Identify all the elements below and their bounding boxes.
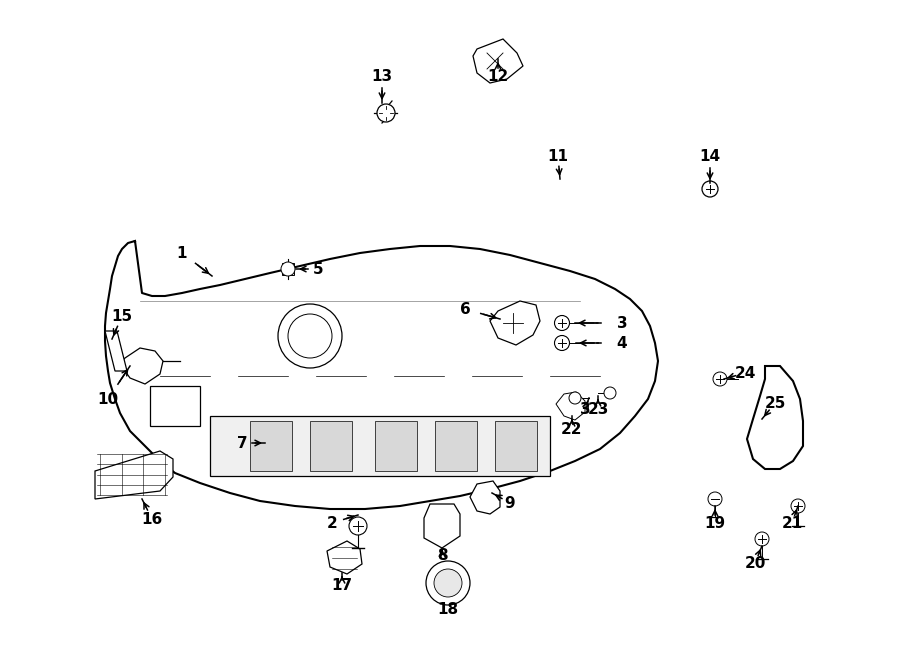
Text: 3: 3 — [616, 315, 627, 330]
Text: 9: 9 — [505, 496, 516, 510]
Circle shape — [377, 104, 395, 122]
Polygon shape — [105, 241, 658, 509]
Text: 24: 24 — [734, 366, 756, 381]
Polygon shape — [424, 504, 460, 548]
Polygon shape — [473, 39, 523, 83]
Text: 10: 10 — [97, 391, 119, 407]
Text: 5: 5 — [312, 262, 323, 276]
Circle shape — [281, 262, 295, 276]
Text: 22: 22 — [562, 422, 583, 436]
Circle shape — [434, 569, 462, 597]
Text: 3: 3 — [580, 401, 590, 416]
Text: 16: 16 — [141, 512, 163, 527]
Circle shape — [554, 336, 570, 350]
Polygon shape — [257, 432, 287, 461]
Polygon shape — [282, 263, 294, 275]
Circle shape — [349, 517, 367, 535]
Circle shape — [426, 561, 470, 605]
Circle shape — [791, 499, 805, 513]
Polygon shape — [95, 451, 173, 499]
Circle shape — [755, 532, 769, 546]
Polygon shape — [375, 421, 417, 471]
Text: 2: 2 — [327, 516, 338, 531]
Text: 20: 20 — [744, 555, 766, 570]
Polygon shape — [490, 301, 540, 345]
Polygon shape — [556, 392, 585, 420]
Text: 11: 11 — [547, 149, 569, 163]
Polygon shape — [210, 416, 550, 476]
Polygon shape — [495, 421, 537, 471]
Circle shape — [713, 372, 727, 386]
Text: 23: 23 — [588, 401, 608, 416]
Polygon shape — [747, 366, 803, 469]
Text: 21: 21 — [781, 516, 803, 531]
Circle shape — [569, 392, 581, 404]
Polygon shape — [470, 481, 500, 514]
Circle shape — [702, 181, 718, 197]
Text: 19: 19 — [705, 516, 725, 531]
Text: 14: 14 — [699, 149, 721, 163]
Text: 13: 13 — [372, 69, 392, 83]
Text: 6: 6 — [460, 301, 471, 317]
Circle shape — [278, 304, 342, 368]
Polygon shape — [435, 421, 477, 471]
Polygon shape — [250, 421, 292, 471]
Circle shape — [604, 387, 616, 399]
Polygon shape — [105, 331, 127, 371]
Circle shape — [288, 314, 332, 358]
Text: 15: 15 — [112, 309, 132, 323]
Text: 4: 4 — [616, 336, 627, 350]
Polygon shape — [310, 421, 352, 471]
Text: 1: 1 — [176, 245, 187, 260]
Text: 7: 7 — [237, 436, 248, 451]
Polygon shape — [327, 541, 362, 574]
Circle shape — [554, 315, 570, 330]
Text: 18: 18 — [437, 602, 459, 617]
Text: 8: 8 — [436, 549, 447, 563]
Polygon shape — [150, 386, 200, 426]
Polygon shape — [120, 348, 163, 384]
Circle shape — [708, 492, 722, 506]
Text: 12: 12 — [488, 69, 508, 83]
Text: 17: 17 — [331, 578, 353, 594]
Text: 25: 25 — [764, 395, 786, 410]
